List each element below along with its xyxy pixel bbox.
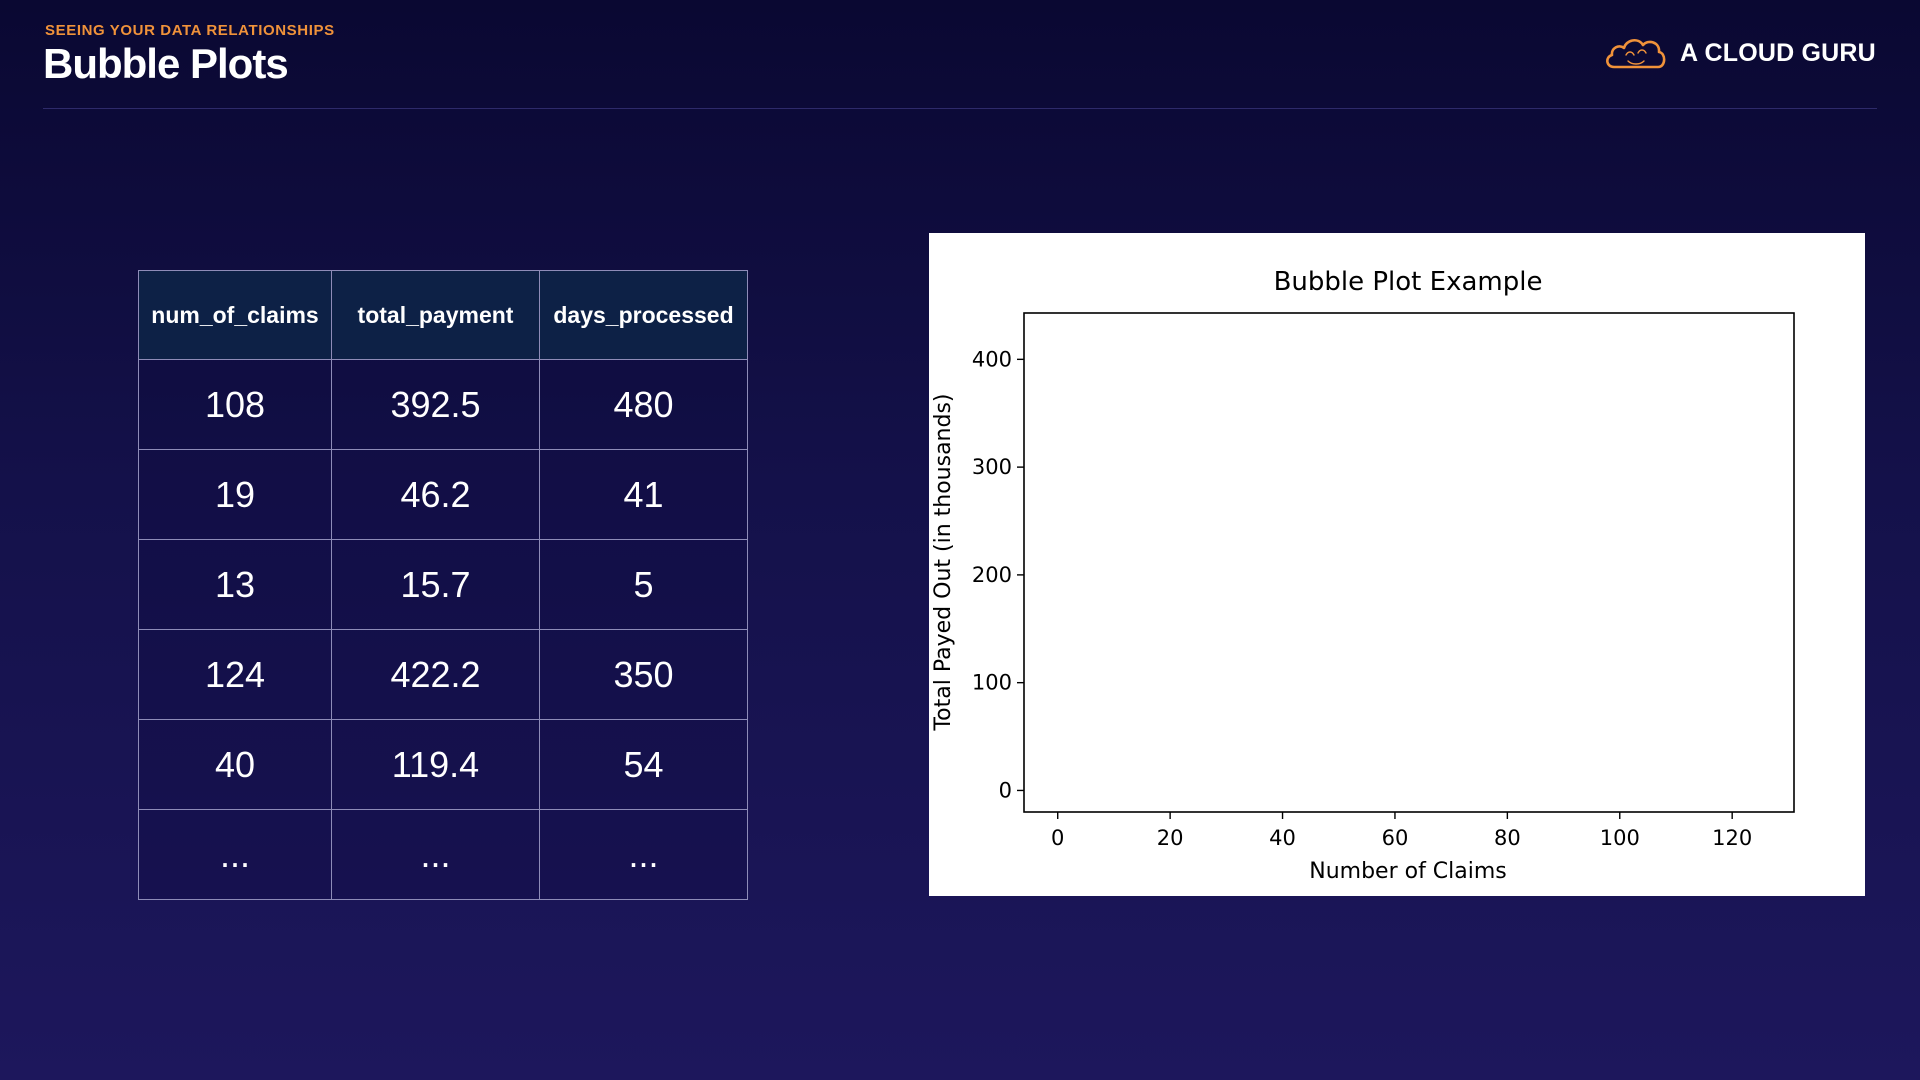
table-row: 19 46.2 41 xyxy=(138,449,748,540)
table-cell: ... xyxy=(138,809,332,900)
table-cell: 54 xyxy=(539,719,748,810)
table-cell: 19 xyxy=(138,449,332,540)
table-row: 124 422.2 350 xyxy=(138,629,748,720)
x-tick-label: 120 xyxy=(1712,826,1752,850)
table-cell: ... xyxy=(539,809,748,900)
y-axis: 0 100 200 300 400 xyxy=(972,347,1024,802)
bubble-chart-panel: Bubble Plot Example 0 20 40 60 80 100 120 0 100… xyxy=(929,233,1865,896)
table-cell: 119.4 xyxy=(331,719,540,810)
brand-name: A CLOUD GURU xyxy=(1680,38,1876,67)
table-cell: ... xyxy=(331,809,540,900)
y-tick-label: 200 xyxy=(972,563,1012,587)
x-tick-label: 40 xyxy=(1269,826,1296,850)
column-header: days_processed xyxy=(539,270,748,360)
table-cell: 5 xyxy=(539,539,748,630)
table-cell: 422.2 xyxy=(331,629,540,720)
table-row: 108 392.5 480 xyxy=(138,359,748,450)
table-row: ... ... ... xyxy=(138,809,748,900)
table-cell: 392.5 xyxy=(331,359,540,450)
table-cell: 108 xyxy=(138,359,332,450)
table-header-row: num_of_claims total_payment days_process… xyxy=(138,270,748,360)
column-header: total_payment xyxy=(331,270,540,360)
x-tick-label: 0 xyxy=(1051,826,1064,850)
x-tick-label: 60 xyxy=(1382,826,1409,850)
claims-data-table: num_of_claims total_payment days_process… xyxy=(138,270,748,900)
y-tick-label: 400 xyxy=(972,347,1012,371)
x-tick-label: 80 xyxy=(1494,826,1521,850)
table-row: 13 15.7 5 xyxy=(138,539,748,630)
chart-title: Bubble Plot Example xyxy=(1274,267,1543,297)
table-cell: 13 xyxy=(138,539,332,630)
table-cell: 15.7 xyxy=(331,539,540,630)
y-tick-label: 300 xyxy=(972,455,1012,479)
x-axis-label: Number of Claims xyxy=(1309,859,1507,884)
table-cell: 41 xyxy=(539,449,748,540)
table-cell: 350 xyxy=(539,629,748,720)
table-cell: 40 xyxy=(138,719,332,810)
brand-logo: A CLOUD GURU xyxy=(1604,33,1876,73)
page-title: Bubble Plots xyxy=(43,40,289,87)
y-tick-label: 0 xyxy=(999,778,1012,802)
plot-area-frame xyxy=(1023,312,1795,813)
table-cell: 46.2 xyxy=(331,449,540,540)
x-axis: 0 20 40 60 80 100 120 xyxy=(1051,812,1752,850)
bubble-chart: Bubble Plot Example 0 20 40 60 80 100 120 0 100… xyxy=(931,267,1795,884)
cloud-logo-icon xyxy=(1606,39,1666,69)
y-axis-label: Total Payed Out (in thousands) xyxy=(931,393,956,731)
x-tick-label: 20 xyxy=(1157,826,1184,850)
y-tick-label: 100 xyxy=(972,671,1012,695)
section-eyebrow: SEEING YOUR DATA RELATIONSHIPS xyxy=(45,22,335,39)
header-divider xyxy=(43,108,1877,109)
x-tick-label: 100 xyxy=(1600,826,1640,850)
table-row: 40 119.4 54 xyxy=(138,719,748,810)
column-header: num_of_claims xyxy=(138,270,332,360)
table-cell: 124 xyxy=(138,629,332,720)
table-cell: 480 xyxy=(539,359,748,450)
